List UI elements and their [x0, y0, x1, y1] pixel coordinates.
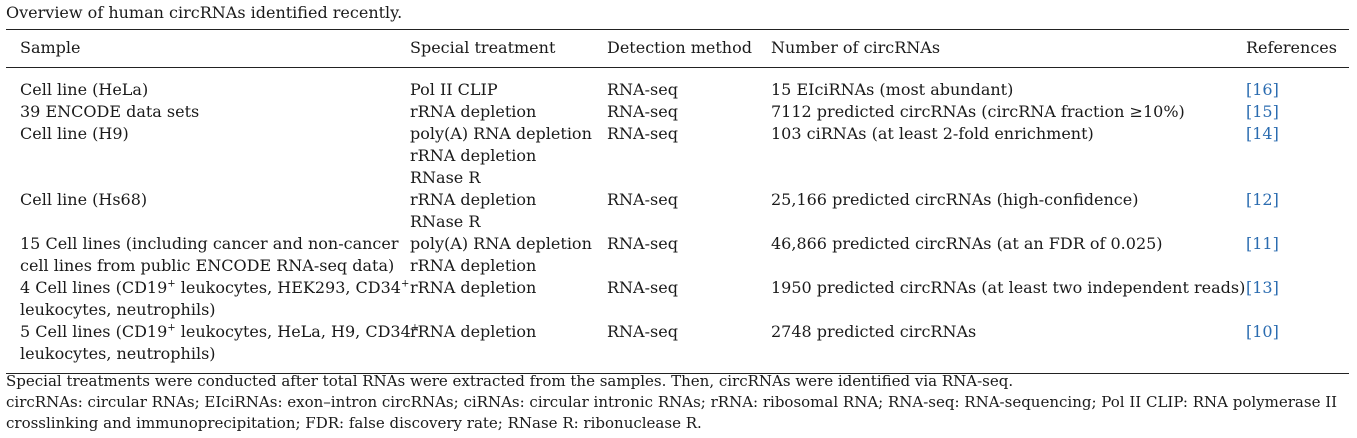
- cell-treatment: poly(A) RNA depletion rRNA depletion: [410, 233, 607, 277]
- cell-sample: Cell line (Hs68): [6, 189, 410, 233]
- reference-link[interactable]: [14]: [1246, 124, 1279, 143]
- cell-number: 25,166 predicted circRNAs (high-confiden…: [771, 190, 1139, 209]
- abbreviations-footnote: circRNAs: circular RNAs; EIciRNAs: exon–…: [6, 393, 1338, 432]
- cell-treatment: rRNA depletion: [410, 321, 607, 374]
- cell-sample: 15 Cell lines (including cancer and non-…: [6, 233, 410, 277]
- cell-method: RNA-seq: [607, 190, 678, 209]
- cell-method: RNA-seq: [607, 124, 678, 143]
- superscript-plus: +: [400, 278, 410, 290]
- circrna-table: Sample Special treatment Detection metho…: [6, 29, 1349, 374]
- header-references: References: [1246, 38, 1337, 57]
- cell-sample: 4 Cell lines (CD19+ leukocytes, HEK293, …: [6, 277, 410, 321]
- cell-sample: 39 ENCODE data sets: [6, 101, 410, 123]
- reference-link[interactable]: [16]: [1246, 80, 1279, 99]
- cell-reference: [15]: [1246, 101, 1349, 123]
- treatment-line: rRNA depletion: [410, 190, 537, 209]
- cell-reference: [13]: [1246, 277, 1349, 321]
- table-row: 39 ENCODE data sets rRNA depletion RNA-s…: [6, 101, 1349, 123]
- table-row: 15 Cell lines (including cancer and non-…: [6, 233, 1349, 277]
- cell-method: RNA-seq: [607, 234, 678, 253]
- header-treatment: Special treatment: [410, 38, 556, 57]
- treatment-line: RNase R: [410, 168, 481, 187]
- reference-link[interactable]: [15]: [1246, 102, 1279, 121]
- treatment-line: rRNA depletion: [410, 256, 537, 275]
- sample-line: leukocytes, neutrophils): [20, 300, 216, 319]
- cell-number: 2748 predicted circRNAs: [771, 322, 977, 341]
- cell-number: 103 ciRNAs (at least 2-fold enrichment): [771, 124, 1094, 143]
- cell-treatment: rRNA depletion: [410, 101, 607, 123]
- treatment-line: Pol II CLIP: [410, 80, 498, 99]
- sample-line: cell lines from public ENCODE RNA-seq da…: [20, 256, 395, 275]
- cell-reference: [14]: [1246, 123, 1349, 189]
- cell-reference: [10]: [1246, 321, 1349, 374]
- sample-text: leukocytes, HeLa, H9, CD34: [175, 322, 411, 341]
- treatment-line: rRNA depletion: [410, 322, 537, 341]
- superscript-plus: +: [167, 278, 176, 290]
- cell-treatment: Pol II CLIP: [410, 68, 607, 102]
- treatment-line: poly(A) RNA depletion: [410, 234, 592, 253]
- cell-reference: [12]: [1246, 189, 1349, 233]
- superscript-plus: +: [410, 322, 420, 334]
- table-footnotes: Special treatments were conducted after …: [6, 371, 1351, 434]
- treatment-line: rRNA depletion: [410, 102, 537, 121]
- sample-text: 5 Cell lines (CD19: [20, 322, 168, 341]
- table-caption: Overview of human circRNAs identified re…: [6, 3, 403, 22]
- header-sample: Sample: [20, 38, 81, 57]
- footnote-line: Special treatments were conducted after …: [6, 372, 1014, 390]
- sample-line: Cell line (Hs68): [20, 190, 148, 209]
- cell-number: 1950 predicted circRNAs (at least two in…: [771, 278, 1246, 297]
- table-row: Cell line (H9) poly(A) RNA depletion rRN…: [6, 123, 1349, 189]
- circrna-table-container: Sample Special treatment Detection metho…: [6, 29, 1349, 374]
- sample-line: Cell line (H9): [20, 124, 129, 143]
- cell-treatment: rRNA depletion: [410, 277, 607, 321]
- reference-link[interactable]: [11]: [1246, 234, 1279, 253]
- cell-treatment: poly(A) RNA depletion rRNA depletion RNa…: [410, 123, 607, 189]
- cell-method: RNA-seq: [607, 278, 678, 297]
- treatment-line: rRNA depletion: [410, 278, 537, 297]
- treatment-line: poly(A) RNA depletion: [410, 124, 592, 143]
- superscript-plus: +: [167, 322, 176, 334]
- sample-line: 4 Cell lines (CD19+ leukocytes, HEK293, …: [20, 277, 410, 299]
- table-row: Cell line (Hs68) rRNA depletion RNase R …: [6, 189, 1349, 233]
- table-row: 4 Cell lines (CD19+ leukocytes, HEK293, …: [6, 277, 1349, 321]
- sample-line: 5 Cell lines (CD19+ leukocytes, HeLa, H9…: [20, 321, 419, 343]
- cell-sample: Cell line (HeLa): [6, 68, 410, 102]
- cell-sample: 5 Cell lines (CD19+ leukocytes, HeLa, H9…: [6, 321, 419, 374]
- sample-line: leukocytes, neutrophils): [20, 344, 216, 363]
- sample-line: 15 Cell lines (including cancer and non-…: [20, 234, 399, 253]
- table-row: Cell line (HeLa) Pol II CLIP RNA-seq 15 …: [6, 68, 1349, 102]
- treatment-line: rRNA depletion: [410, 146, 537, 165]
- sample-text: 4 Cell lines (CD19: [20, 278, 168, 297]
- cell-treatment: rRNA depletion RNase R: [410, 189, 607, 233]
- sample-text: leukocytes, HEK293, CD34: [175, 278, 401, 297]
- header-method: Detection method: [607, 38, 752, 57]
- table-header-row: Sample Special treatment Detection metho…: [6, 29, 1349, 68]
- sample-line: 39 ENCODE data sets: [20, 102, 200, 121]
- header-number: Number of circRNAs: [771, 38, 941, 57]
- cell-number: 7112 predicted circRNAs (circRNA fractio…: [771, 102, 1185, 121]
- cell-reference: [16]: [1246, 68, 1349, 102]
- cell-sample: Cell line (H9): [6, 123, 410, 189]
- cell-reference: [11]: [1246, 233, 1349, 277]
- table-row: 5 Cell lines (CD19+ leukocytes, HeLa, H9…: [6, 321, 1349, 374]
- reference-link[interactable]: [12]: [1246, 190, 1279, 209]
- cell-method: RNA-seq: [607, 80, 678, 99]
- cell-method: RNA-seq: [607, 102, 678, 121]
- sample-line: Cell line (HeLa): [20, 80, 149, 99]
- cell-number: 46,866 predicted circRNAs (at an FDR of …: [771, 234, 1163, 253]
- reference-link[interactable]: [10]: [1246, 322, 1279, 341]
- cell-method: RNA-seq: [607, 322, 678, 341]
- treatment-line: RNase R: [410, 212, 481, 231]
- cell-number: 15 EIciRNAs (most abundant): [771, 80, 1014, 99]
- reference-link[interactable]: [13]: [1246, 278, 1279, 297]
